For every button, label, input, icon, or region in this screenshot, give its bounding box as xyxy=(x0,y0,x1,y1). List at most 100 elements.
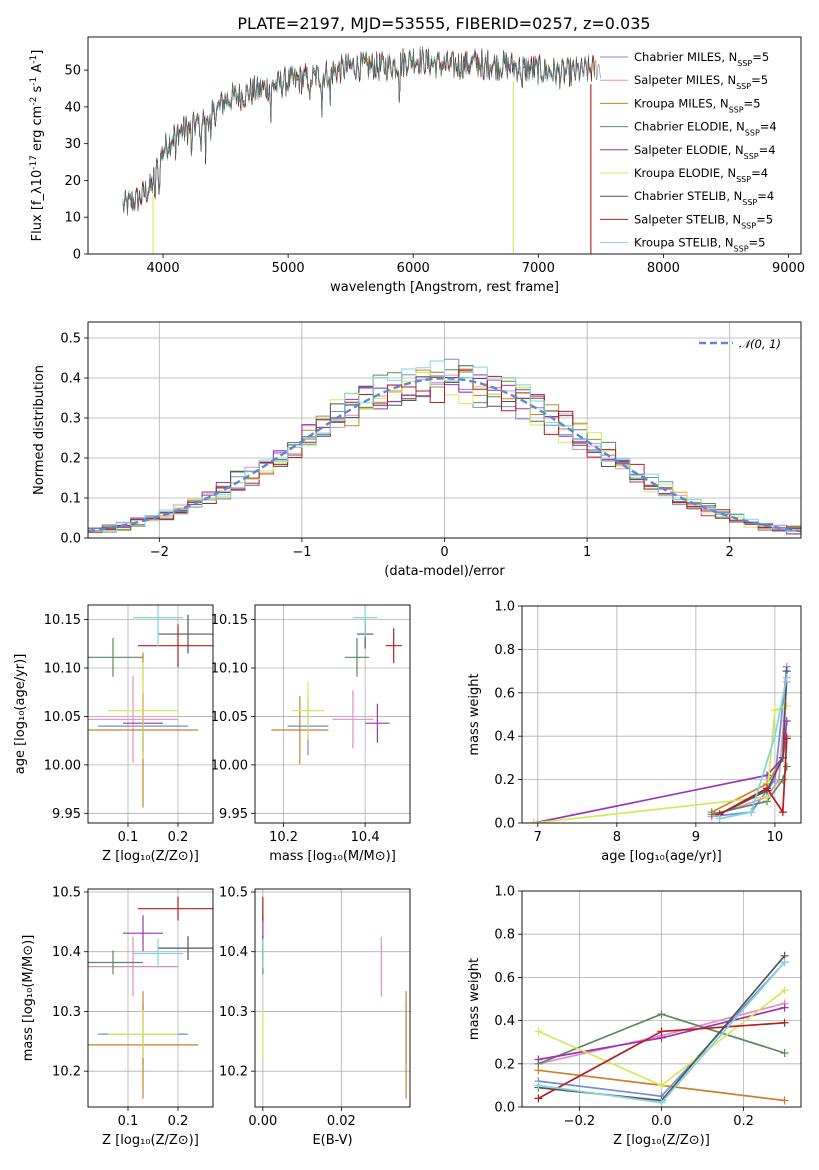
x-tick-label: 10 xyxy=(767,830,784,845)
label-part: E(B-V) xyxy=(312,1133,352,1148)
axes-frame xyxy=(254,604,411,824)
panel-weight-vs-Z: −0.2 0.0 0.2 0.0 0.2 0.4 0.6 0.8 1.0 Z [log₁₀(Z/Z… xyxy=(467,885,802,1148)
y-axis-label: Normed distribution xyxy=(32,365,47,495)
panel-age-vs-Z: 0.1 0.2 9.95 10.00 10.05 10.10 10.15 Z [log₁₀(Z… xyxy=(13,604,214,864)
weight-point-chabrier-elodie xyxy=(782,762,791,771)
y-tick-label: 0.0 xyxy=(494,1101,515,1116)
legend-nssp-sub: SSP xyxy=(742,198,757,207)
panel-age-vs-mass: 10.2 10.4 9.95 10.00 10.05 10.10 10.15 mass [lo… xyxy=(211,604,411,864)
grid xyxy=(88,322,801,539)
label-part: -17 xyxy=(29,155,39,170)
label-part: Z [log₁₀(Z/Z⊙)] xyxy=(102,849,199,864)
y-tick-label: 10.05 xyxy=(44,710,81,725)
y-tick-label: 40 xyxy=(64,100,81,115)
x-tick-label: 0.2 xyxy=(168,1114,189,1129)
legend-nssp-prefix: , N xyxy=(718,236,734,250)
weight-point-kroupa-stelib xyxy=(782,673,791,682)
y-tick-label: 10.15 xyxy=(44,613,81,628)
label-part: mass [log₁₀(M/M⊙)] xyxy=(21,935,36,1062)
legend-nssp-eq: = xyxy=(756,212,766,226)
x-tick-label: 8000 xyxy=(647,261,680,276)
y-axis-label: Flux [f_λ10-17 erg cm-2 s-1 A-1] xyxy=(29,50,45,242)
legend-nssp-sub: SSP xyxy=(741,221,756,230)
y-tick-label: 10.4 xyxy=(219,945,248,960)
x-axis-label: E(B-V) xyxy=(312,1133,352,1148)
x-tick-label: 8 xyxy=(613,830,621,845)
weight-point-kroupa-stelib xyxy=(715,814,724,823)
plot-area xyxy=(88,358,801,536)
label-part: age [log₁₀(age/yr)] xyxy=(13,654,28,775)
weight-point-kroupa-elodie xyxy=(780,986,789,995)
legend-nssp-eq: = xyxy=(760,120,770,134)
x-tick-label: 9000 xyxy=(772,261,805,276)
panel-mass-vs-Z: 0.1 0.2 10.2 10.3 10.4 10.5 Z [log₁₀(Z/Z⊙)] mas… xyxy=(21,885,214,1148)
legend-nssp-value: 5 xyxy=(761,73,768,87)
label-part: mass [log₁₀(M/M⊙)] xyxy=(269,849,396,864)
legend-nssp-value: 4 xyxy=(768,143,775,157)
y-axis-label: age [log₁₀(age/yr)] xyxy=(13,654,28,775)
panel-mass-vs-EBV: 0.00 0.02 10.2 10.3 10.4 10.5 E(B-V) xyxy=(219,885,411,1148)
y-tick-label: 10.05 xyxy=(211,710,248,725)
axes-frame xyxy=(521,605,802,824)
legend-label-salpeter-miles: Salpeter MILES, NSSP=5 xyxy=(634,73,768,91)
grid xyxy=(88,889,213,1107)
axes-frame xyxy=(87,321,802,539)
legend-nssp-value: 5 xyxy=(762,50,769,64)
y-tick-label: 0.3 xyxy=(60,412,81,427)
weight-line-salpeter-stelib xyxy=(719,738,788,816)
legend-nssp-value: 4 xyxy=(769,120,776,134)
weight-point-kroupa-stelib xyxy=(780,958,789,967)
weight-point-kroupa-stelib xyxy=(770,732,779,741)
label-part: ] xyxy=(30,50,45,55)
legend-nssp-prefix: , N xyxy=(729,120,745,134)
label-part: Z [log₁₀(Z/Z⊙)] xyxy=(613,1133,710,1148)
weight-point-kroupa-elodie xyxy=(529,819,538,823)
weight-line-salpeter-elodie xyxy=(533,720,788,823)
x-axis-label: age [log₁₀(age/yr)] xyxy=(601,849,722,864)
x-tick-label: −1 xyxy=(292,545,311,560)
grid xyxy=(522,605,801,824)
legend-nssp-value: 4 xyxy=(761,166,768,180)
legend-label-normal: 𝒩(0, 1) xyxy=(739,337,781,351)
panel-weight-vs-age: 7 8 9 10 0.0 0.2 0.4 0.6 0.8 1.0 age [log₁₀(age/yr… xyxy=(467,600,802,864)
weight-point-kroupa-elodie xyxy=(782,701,791,710)
plot-area xyxy=(529,662,791,823)
legend-name: Kroupa STELIB xyxy=(634,236,718,250)
y-tick-label: 1.0 xyxy=(494,885,515,900)
x-tick-label: 0 xyxy=(440,545,448,560)
weight-point-salpeter-elodie xyxy=(534,1055,543,1064)
plot-area xyxy=(88,605,213,808)
y-tick-label: 9.95 xyxy=(52,807,81,822)
legend-nssp-value: 5 xyxy=(766,212,773,226)
weight-point-kroupa-elodie xyxy=(657,1081,666,1090)
x-tick-label: 7000 xyxy=(522,261,555,276)
weight-line-chabrier-stelib xyxy=(719,671,788,816)
y-tick-label: 10.00 xyxy=(211,758,248,773)
legend-label-chabrier-elodie: Chabrier ELODIE, NSSP=4 xyxy=(634,120,777,138)
legend-name: Chabrier ELODIE xyxy=(634,120,729,134)
y-tick-label: 0.6 xyxy=(494,971,515,986)
label-part: Normed distribution xyxy=(32,365,47,495)
y-tick-label: 0.2 xyxy=(494,773,515,788)
y-tick-label: 10.4 xyxy=(52,945,81,960)
x-tick-label: 10.2 xyxy=(269,830,298,845)
x-axis-label: Z [log₁₀(Z/Z⊙)] xyxy=(613,1133,710,1148)
legend-name: Kroupa MILES xyxy=(634,96,713,110)
legend-nssp-sub: SSP xyxy=(744,151,759,160)
spectrum-data-line xyxy=(122,48,601,214)
y-tick-label: 0 xyxy=(73,248,81,263)
x-tick-label: 6000 xyxy=(397,261,430,276)
legend-label-salpeter-elodie: Salpeter ELODIE, NSSP=4 xyxy=(634,143,776,161)
x-tick-label: 0.02 xyxy=(327,1114,356,1129)
panel-residuals: −2 −1 0 1 2 0.0 0.1 0.2 0.3 0.4 0.5 (data-model)/er… xyxy=(32,321,802,579)
histogram-kroupa-stelib xyxy=(88,360,801,535)
weight-point-chabrier-elodie xyxy=(657,1010,666,1019)
legend-label-salpeter-stelib: Salpeter STELIB, NSSP=5 xyxy=(634,212,773,230)
x-tick-label: −2 xyxy=(150,545,169,560)
legend-nssp-sub: SSP xyxy=(729,105,744,114)
figure-title: PLATE=2197, MJD=53555, FIBERID=0257, z=0… xyxy=(237,14,650,33)
legend-nssp-sub: SSP xyxy=(734,244,749,253)
y-tick-label: 50 xyxy=(64,64,81,79)
x-tick-label: 0.1 xyxy=(118,1114,139,1129)
